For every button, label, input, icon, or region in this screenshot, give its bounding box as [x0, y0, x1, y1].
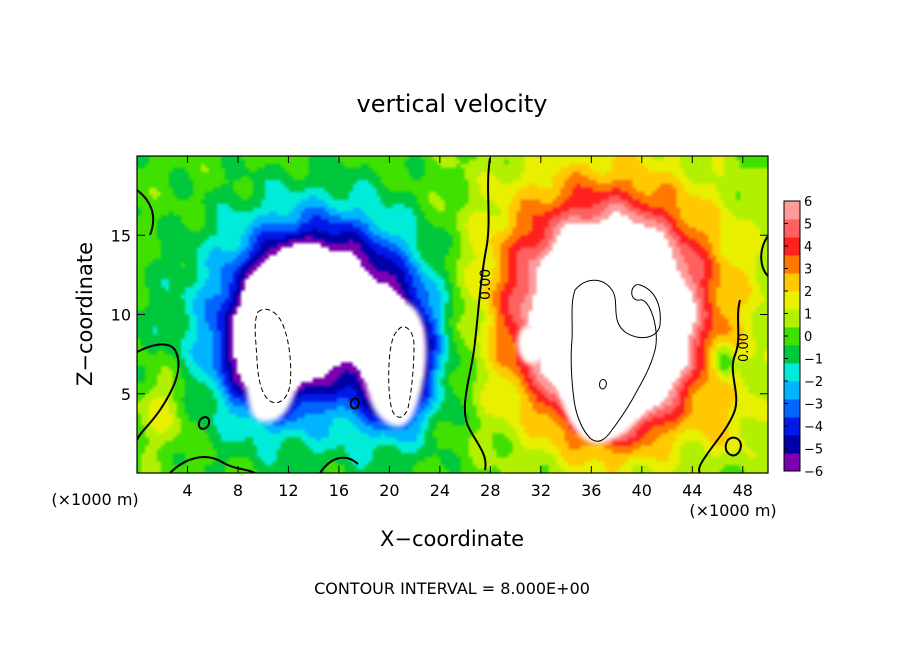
- zero-contour-south-1: [169, 456, 256, 473]
- colorbar-swatch: [784, 255, 800, 274]
- contour-interval-note: CONTOUR INTERVAL = 8.000E+00: [314, 579, 590, 598]
- colorbar-swatch: [784, 309, 800, 328]
- colorbar-tick-label: −3: [804, 398, 823, 413]
- colorbar-tick-label: −5: [804, 443, 823, 458]
- contour-label-1: 0.00: [478, 269, 494, 300]
- x-tick-label: 36: [581, 481, 601, 500]
- colorbar-tick-label: −6: [804, 465, 823, 480]
- colorbar-swatch: [784, 435, 800, 454]
- colorbar-swatch: [784, 201, 800, 220]
- x-unit-left: (×1000 m): [51, 490, 138, 509]
- colorbar-tick-label: 2: [804, 285, 812, 300]
- colorbar: 6 5 4 3 2 1 0 −1 −2 −3 −4 −5 −6: [783, 195, 823, 480]
- colorbar-tick-label: −1: [804, 353, 823, 368]
- x-tick-label: 16: [329, 481, 349, 500]
- y-tick-label: 15: [111, 226, 131, 245]
- zero-contour-south-2: [319, 456, 359, 473]
- contour-8-small: [599, 378, 607, 390]
- plot-area: 0.00 0.00: [137, 156, 768, 473]
- x-axis-label: X−coordinate: [380, 527, 524, 551]
- zero-contour-east-top: [760, 235, 768, 277]
- zero-contour-blob-3: [724, 436, 742, 457]
- colorbar-tick-label: 4: [804, 240, 812, 255]
- colorbar-tick-label: −4: [804, 420, 823, 435]
- zero-contour-west: [137, 343, 180, 441]
- y-axis-label: Z−coordinate: [73, 242, 97, 386]
- colorbar-swatch: [784, 381, 800, 400]
- x-tick-label: 4: [182, 481, 192, 500]
- zero-contour-west-top: [137, 189, 155, 236]
- contour-8-updraft: [570, 279, 661, 442]
- colorbar-swatch: [784, 345, 800, 364]
- zero-contours: [137, 157, 768, 473]
- x-unit-right: (×1000 m): [689, 501, 776, 520]
- colorbar-tick-label: 1: [804, 308, 812, 323]
- x-tick-label: 48: [733, 481, 753, 500]
- saturation-right: [361, 301, 427, 427]
- colorbar-tick-label: 3: [804, 263, 812, 278]
- x-tick-label: 44: [682, 481, 702, 500]
- colorbar-tick-label: 0: [804, 330, 812, 345]
- saturation-updraft: [549, 241, 689, 445]
- colorbar-swatch: [784, 399, 800, 418]
- x-axis: 4 8 12 16 20 24 28 32 36 40 44 48: [182, 156, 753, 500]
- colorbar-swatch: [784, 327, 800, 346]
- saturation-updraft-west: [517, 325, 549, 365]
- y-tick-label: 5: [121, 385, 131, 404]
- contour-minus8-right: [388, 326, 415, 418]
- zero-contour-blob-2: [349, 397, 360, 410]
- colorbar-tick-label: 5: [804, 218, 812, 233]
- zero-contour-east: [698, 299, 741, 473]
- colorbar-swatch: [784, 273, 800, 292]
- chart-title: vertical velocity: [357, 90, 548, 118]
- zero-contour-blob-1: [197, 416, 211, 430]
- saturation-left-upper: [287, 260, 315, 317]
- colorbar-swatch: [784, 453, 800, 472]
- colorbar-swatch: [784, 237, 800, 256]
- colorbar-swatch: [784, 219, 800, 238]
- y-axis: 5 10 15: [111, 226, 768, 404]
- colorbar-swatch: [784, 363, 800, 382]
- colorbar-tick-label: 6: [804, 195, 812, 210]
- saturation-left: [243, 293, 299, 423]
- colorbar-swatch: [784, 417, 800, 436]
- x-tick-label: 40: [632, 481, 652, 500]
- negative-contours: [254, 308, 415, 418]
- colorbar-swatch: [784, 291, 800, 310]
- y-tick-label: 10: [111, 306, 131, 325]
- x-tick-label: 20: [379, 481, 399, 500]
- positive-contours: [570, 279, 661, 442]
- contour-label-2: 0.00: [737, 333, 752, 362]
- x-tick-label: 32: [531, 481, 551, 500]
- x-tick-label: 24: [430, 481, 450, 500]
- x-tick-label: 28: [480, 481, 500, 500]
- saturated-regions: [243, 241, 689, 445]
- colorbar-tick-label: −2: [804, 375, 823, 390]
- zero-contour-main: [463, 157, 491, 471]
- x-tick-label: 12: [278, 481, 298, 500]
- x-tick-label: 8: [233, 481, 243, 500]
